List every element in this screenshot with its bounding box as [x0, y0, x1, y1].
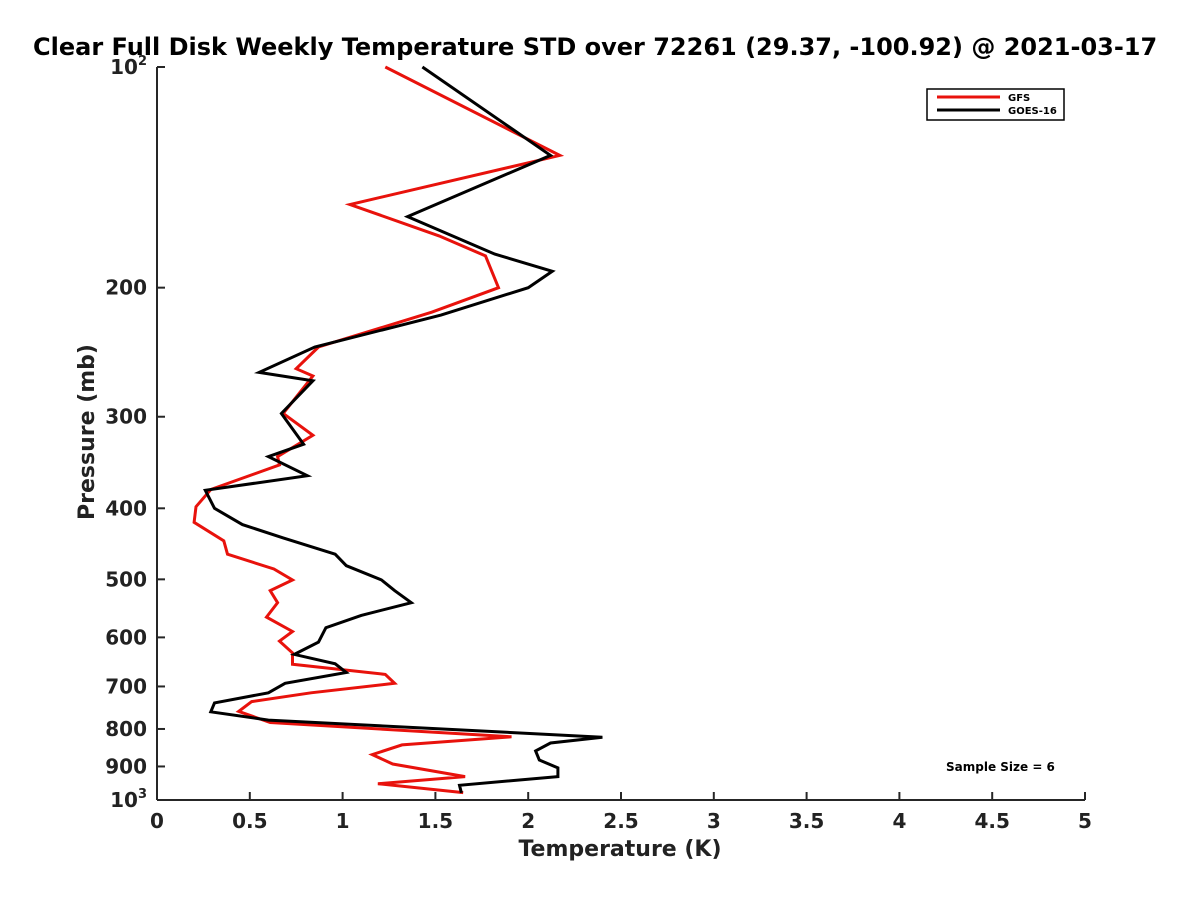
y-axis-label: Pressure (mb) — [75, 344, 100, 520]
y-tick-label: 400 — [105, 496, 147, 520]
y-tick-label: 700 — [105, 674, 147, 698]
series-layer — [192, 65, 603, 795]
chart-title: Clear Full Disk Weekly Temperature STD o… — [33, 33, 1157, 61]
x-tick-label: 1.5 — [418, 809, 453, 833]
y-tick-label: 200 — [105, 276, 147, 300]
y-tick-label: 500 — [105, 567, 147, 591]
legend-label-goes-16: GOES-16 — [1008, 106, 1057, 117]
y-tick-label: 900 — [105, 754, 147, 778]
x-tick-label: 3.5 — [789, 809, 824, 833]
x-tick-label: 1 — [336, 809, 350, 833]
ticks-layer: 0 0.5 1 1.5 2 2.5 3 3.5 4 4.5 5 102 200 300 400 500 600 7… — [105, 54, 1092, 833]
x-tick-label: 3 — [707, 809, 721, 833]
x-tick-label: 0 — [150, 809, 164, 833]
x-axis-label: Temperature (K) — [518, 837, 721, 862]
y-tick-label: 800 — [105, 717, 147, 741]
x-tick-label: 2.5 — [603, 809, 638, 833]
legend: GFS GOES-16 — [926, 88, 1065, 121]
y-tick-label: 103 — [110, 787, 147, 812]
x-tick-label: 4.5 — [974, 809, 1009, 833]
series-line-goes-16 — [203, 65, 603, 794]
y-tick-label: 600 — [105, 625, 147, 649]
sample-size-annotation: Sample Size = 6 — [946, 760, 1055, 774]
y-tick-label: 102 — [110, 54, 147, 79]
x-tick-label: 2 — [521, 809, 535, 833]
x-tick-label: 0.5 — [232, 809, 267, 833]
legend-label-gfs: GFS — [1008, 93, 1030, 104]
x-tick-label: 4 — [892, 809, 906, 833]
legend-box — [926, 88, 1065, 121]
x-tick-label: 5 — [1078, 809, 1092, 833]
y-tick-label: 300 — [105, 405, 147, 429]
